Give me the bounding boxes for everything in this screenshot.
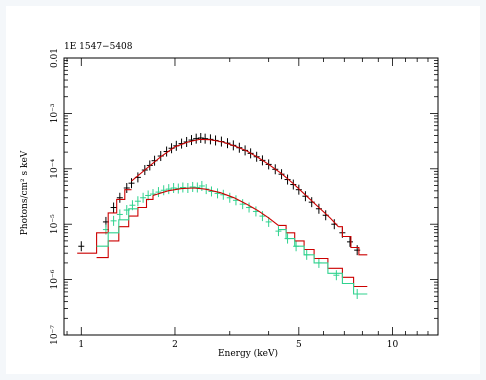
model-step xyxy=(96,208,138,247)
y-tick-label: 10⁻³ xyxy=(50,103,60,123)
data-point-black xyxy=(295,184,302,195)
x-tick-label: 10 xyxy=(387,340,399,350)
y-tick-label: 10⁻⁶ xyxy=(50,269,60,289)
data-point-green xyxy=(145,190,152,201)
data-point-black xyxy=(188,135,195,146)
data-point-green xyxy=(110,215,117,226)
y-tick-label: 10⁻⁷ xyxy=(50,325,60,345)
data-point-black xyxy=(202,133,209,144)
data-point-green xyxy=(246,202,253,213)
data-point-black xyxy=(346,236,353,247)
model-step xyxy=(278,229,368,295)
data-point-green xyxy=(170,183,177,194)
x-tick-label: 1 xyxy=(78,340,84,350)
data-point-green xyxy=(194,182,201,193)
data-point-black xyxy=(197,132,204,143)
data-point-green xyxy=(134,196,141,207)
data-point-green xyxy=(155,187,162,198)
data-point-green xyxy=(214,188,221,199)
y-tick-label: 10⁻⁴ xyxy=(50,159,60,179)
data-point-black xyxy=(110,202,117,213)
data-point-green xyxy=(239,199,246,210)
data-point-green xyxy=(140,192,147,203)
plot-frame xyxy=(63,57,439,336)
data-point-green xyxy=(165,184,172,195)
data-point-black xyxy=(284,174,291,185)
data-point-green xyxy=(189,181,196,192)
data-point-green xyxy=(275,226,282,237)
model-step xyxy=(96,195,154,259)
model-step xyxy=(338,226,368,256)
model-curve xyxy=(152,187,279,226)
x-tick-label: 2 xyxy=(172,340,178,350)
data-point-black xyxy=(123,183,130,194)
plot-layer: 1 2 5 10 0.01 10⁻³ 10⁻⁴ 10⁻⁵ 10⁻⁶ 10⁻⁷ xyxy=(50,48,439,350)
data-point-green xyxy=(160,185,167,196)
data-point-green xyxy=(259,211,266,222)
y-tick-label: 0.01 xyxy=(50,48,60,68)
y-tick-label: 10⁻⁵ xyxy=(50,214,60,234)
data-point-black xyxy=(193,133,200,144)
data-point-black xyxy=(290,179,297,190)
data-point-green xyxy=(116,209,123,220)
x-axis-label: Energy (keV) xyxy=(218,348,278,359)
x-tick-label: 5 xyxy=(296,340,302,350)
data-point-black xyxy=(78,241,85,252)
data-point-green xyxy=(333,270,340,281)
data-point-black xyxy=(128,178,135,189)
data-point-green xyxy=(226,192,233,203)
model-step xyxy=(278,224,368,288)
spectrum-chart: 1 2 5 10 0.01 10⁻³ 10⁻⁴ 10⁻⁵ 10⁻⁶ 10⁻⁷ 1E 1547−54… xyxy=(20,42,439,359)
data-point-black xyxy=(116,192,123,203)
model-step xyxy=(77,189,132,254)
data-point-green xyxy=(252,206,259,217)
data-point-green xyxy=(179,182,186,193)
model-curve xyxy=(131,138,339,228)
data-point-green xyxy=(265,216,272,227)
chart-card: 1 2 5 10 0.01 10⁻³ 10⁻⁴ 10⁻⁵ 10⁻⁶ 10⁻⁷ 1E 1547−54… xyxy=(6,6,480,374)
y-axis-label: Photons/cm² s keV xyxy=(20,150,30,235)
data-point-black xyxy=(157,151,164,162)
chart-title: 1E 1547−5408 xyxy=(64,42,133,52)
